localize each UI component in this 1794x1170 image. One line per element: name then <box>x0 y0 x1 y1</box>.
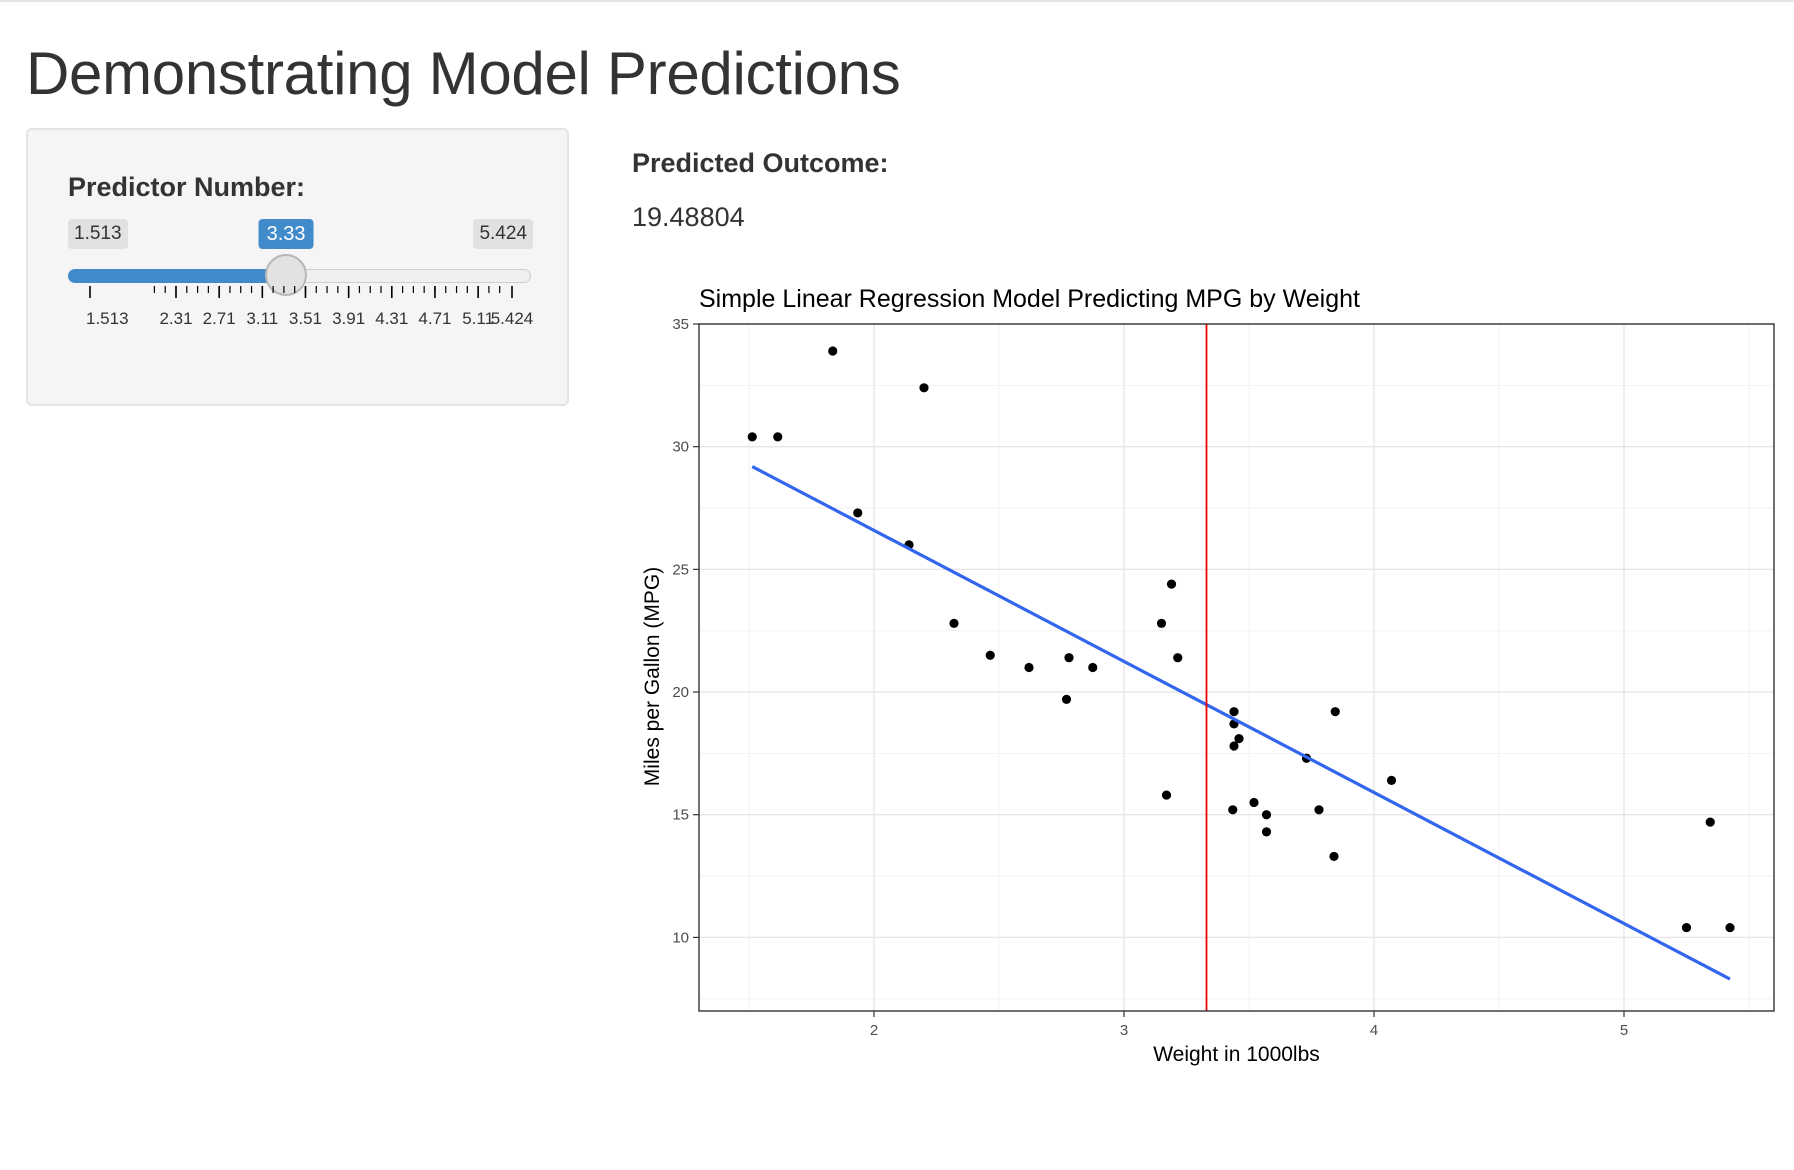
data-point <box>1705 817 1715 827</box>
data-point <box>1261 810 1272 820</box>
x-axis-label: Weight in 1000lbs <box>1153 1043 1320 1066</box>
slider-tick-label: 5.11 <box>462 309 494 328</box>
data-point <box>1088 662 1098 673</box>
data-point <box>1229 707 1239 717</box>
data-point <box>1386 775 1397 785</box>
data-point <box>773 432 783 442</box>
data-point <box>1228 805 1238 815</box>
slider-tick-label: 4.31 <box>375 309 408 328</box>
data-point <box>1681 922 1692 933</box>
data-point <box>1166 579 1177 589</box>
data-point <box>1061 694 1072 704</box>
data-point <box>1064 653 1074 663</box>
slider-tick-label: 2.31 <box>159 309 192 328</box>
data-point <box>1330 707 1340 717</box>
slider-value-label: 3.33 <box>258 219 314 249</box>
data-point <box>1024 662 1034 673</box>
data-point <box>1725 922 1735 933</box>
y-tick-label: 25 <box>672 561 689 578</box>
slider-tick-label: 5.424 <box>491 309 534 328</box>
x-tick-label: 3 <box>1120 1022 1128 1039</box>
x-tick-label: 4 <box>1370 1022 1378 1039</box>
regression-line <box>751 465 1731 981</box>
plot-area <box>699 324 1774 1011</box>
plot-border <box>698 323 1775 1012</box>
data-point <box>1249 797 1259 808</box>
slider-tick-label: 3.51 <box>289 309 322 328</box>
x-tick-label: 5 <box>1620 1022 1628 1039</box>
data-point <box>985 650 995 660</box>
y-tick-label: 15 <box>672 807 689 824</box>
data-point <box>1156 618 1167 628</box>
x-tick-label: 2 <box>870 1022 878 1039</box>
data-point <box>1173 653 1183 663</box>
slider-tick-label: 1.513 <box>86 309 129 328</box>
top-border <box>0 0 1794 2</box>
y-tick-label: 20 <box>672 684 689 701</box>
chart-title: Simple Linear Regression Model Predictin… <box>699 285 1360 313</box>
data-point <box>1314 805 1324 815</box>
slider-handle[interactable] <box>265 254 308 296</box>
data-point <box>919 383 929 393</box>
data-point <box>1161 790 1172 800</box>
predicted-outcome-label: Predicted Outcome: <box>632 148 889 178</box>
data-point <box>1229 741 1239 751</box>
y-axis-label: Miles per Gallon (MPG) <box>641 567 664 786</box>
slider-min-label: 1.513 <box>68 219 128 249</box>
y-tick-label: 35 <box>672 316 689 333</box>
data-point <box>1261 827 1272 837</box>
slider-tick-label: 2.71 <box>203 309 236 328</box>
sidebar-panel: Predictor Number: 1.513 5.424 3.33 1.513… <box>26 128 569 406</box>
slider-max-label: 5.424 <box>473 219 533 249</box>
slider-tick-label: 3.11 <box>246 309 278 328</box>
data-point <box>828 346 838 356</box>
data-point <box>949 618 959 628</box>
page-title: Demonstrating Model Predictions <box>26 40 901 107</box>
slider-label: Predictor Number: <box>68 172 306 202</box>
data-point <box>1329 851 1339 862</box>
data-point <box>1234 734 1244 744</box>
slider-tick-label: 3.91 <box>332 309 365 328</box>
slider-track-fill <box>68 269 287 283</box>
y-tick-label: 10 <box>672 929 689 946</box>
predicted-outcome-value: 19.48804 <box>632 202 745 232</box>
slider-tick-label: 4.71 <box>418 309 451 328</box>
data-point <box>853 508 863 518</box>
y-tick-label: 30 <box>672 439 689 456</box>
regression-chart: 2 3 4 5 10 15 20 25 30 35 Simple Linear Regression… <box>641 285 1775 1066</box>
data-point <box>747 432 757 442</box>
